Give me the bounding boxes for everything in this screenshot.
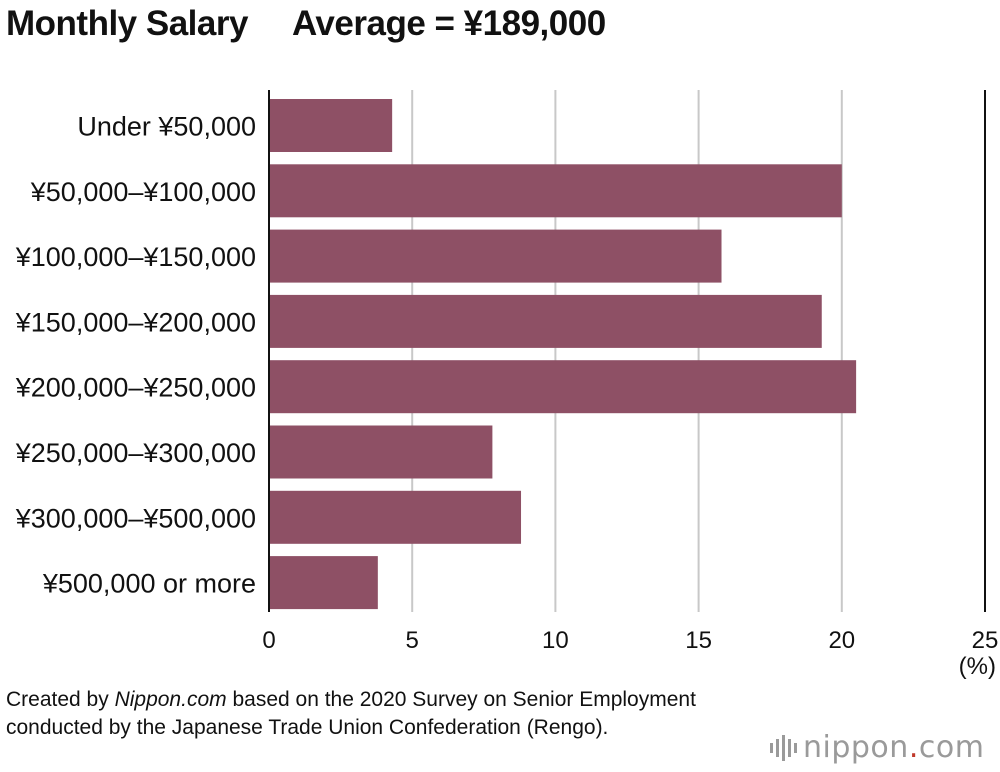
x-tick-label: 25 [972,627,999,654]
category-label: ¥250,000–¥300,000 [15,438,256,468]
x-axis-unit: (%) [959,653,996,680]
category-label: ¥50,000–¥100,000 [30,177,256,207]
category-label: ¥500,000 or more [42,569,256,599]
x-tick-label: 0 [262,627,275,654]
bar [269,360,857,414]
bar [269,490,522,544]
nippon-logo: nippon.com [770,730,984,765]
source-suffix: based on the 2020 Survey on Senior Emplo… [6,688,696,739]
bar [269,229,722,283]
sound-wave-icon [770,734,797,762]
bar-chart: Under ¥50,000 ¥50,000–¥100,000 ¥100,000–¥1… [15,90,999,680]
chart-subtitle: Average = ¥189,000 [291,4,606,43]
category-label: ¥150,000–¥200,000 [15,307,256,337]
category-label: ¥100,000–¥150,000 [15,242,256,272]
bar [269,294,822,348]
source-prefix: Created by [6,688,115,711]
category-label: ¥300,000–¥500,000 [15,503,256,533]
x-tick-label: 10 [542,627,569,654]
logo-text: nippon.com [803,730,985,765]
x-tick-label: 5 [406,627,419,654]
source-note: Created by Nippon.com based on the 2020 … [6,686,696,742]
x-tick-label: 20 [828,627,855,654]
bar [269,99,393,152]
category-label: ¥200,000–¥250,000 [15,373,256,403]
chart-title-block: Monthly Salary Average = ¥189,000 [6,4,606,44]
chart-title: Monthly Salary [6,4,248,43]
source-name: Nippon.com [114,688,227,711]
x-tick-label: 15 [685,627,712,654]
bar [269,164,842,218]
bar [269,556,378,610]
category-label: Under ¥50,000 [77,112,256,142]
bar [269,425,493,479]
